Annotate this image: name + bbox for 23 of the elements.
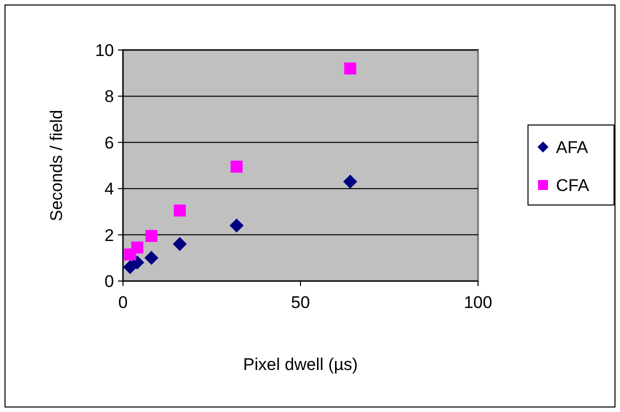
point bbox=[230, 160, 243, 173]
y-tick-label: 2 bbox=[104, 226, 114, 245]
y-tick-label: 10 bbox=[95, 40, 114, 60]
y-axis-title: Seconds / field bbox=[47, 110, 66, 222]
point bbox=[343, 174, 358, 189]
point bbox=[145, 230, 158, 242]
point bbox=[172, 237, 187, 252]
point bbox=[344, 62, 356, 74]
y-tick-label: 4 bbox=[104, 180, 114, 199]
legend-label: AFA bbox=[556, 138, 589, 157]
point bbox=[144, 250, 158, 265]
point bbox=[230, 218, 244, 233]
y-tick-label: 8 bbox=[104, 87, 114, 106]
y-tick-label: 6 bbox=[104, 133, 114, 152]
y-tick-label: 0 bbox=[104, 272, 114, 291]
point bbox=[130, 256, 144, 270]
x-axis-title: Pixel dwell (µs) bbox=[243, 355, 358, 374]
point bbox=[174, 204, 186, 217]
x-tick-label: 100 bbox=[464, 293, 492, 312]
x-tick-label: 50 bbox=[291, 293, 310, 312]
point bbox=[131, 242, 144, 254]
legend-label: CFA bbox=[556, 176, 590, 195]
x-tick-label: 0 bbox=[118, 293, 128, 312]
